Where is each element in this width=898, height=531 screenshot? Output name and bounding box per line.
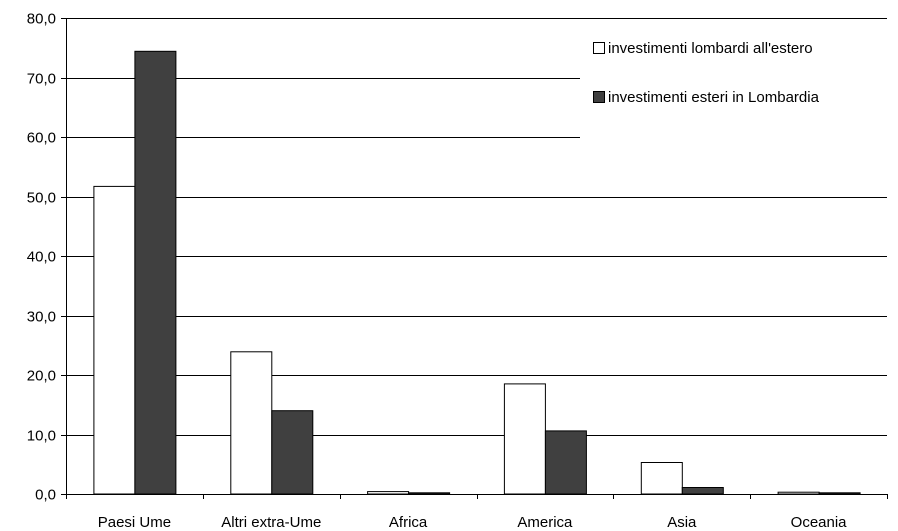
y-tick-label: 60,0 bbox=[27, 130, 56, 147]
legend-swatch bbox=[593, 42, 605, 54]
legend-background bbox=[580, 30, 887, 138]
bars bbox=[93, 50, 861, 495]
x-tick-label: Africa bbox=[389, 514, 428, 531]
gridlines bbox=[66, 18, 887, 436]
x-tick-label: Asia bbox=[667, 514, 697, 531]
bar-lombardi-estero bbox=[503, 383, 546, 495]
bar-lombardi-estero bbox=[777, 491, 820, 495]
x-tick-label: America bbox=[517, 514, 573, 531]
bar-lombardi-estero bbox=[367, 491, 410, 495]
bar-esteri-lombardia bbox=[271, 410, 314, 495]
bar-lombardi-estero bbox=[230, 351, 273, 495]
bar-esteri-lombardia bbox=[544, 430, 587, 495]
bar-esteri-lombardia bbox=[134, 50, 177, 495]
axes bbox=[61, 18, 888, 499]
y-tick-label: 40,0 bbox=[27, 249, 56, 266]
bar-esteri-lombardia bbox=[681, 487, 724, 495]
bar-esteri-lombardia bbox=[818, 492, 861, 495]
legend-label: investimenti esteri in Lombardia bbox=[608, 89, 820, 106]
x-tick-label: Paesi Ume bbox=[98, 514, 171, 531]
x-tick-label: Altri extra-Ume bbox=[221, 514, 321, 531]
bar-lombardi-estero bbox=[93, 185, 136, 495]
y-tick-label: 80,0 bbox=[27, 11, 56, 28]
bar-lombardi-estero bbox=[640, 462, 683, 495]
y-tick-label: 70,0 bbox=[27, 71, 56, 88]
legend-swatch bbox=[593, 91, 605, 103]
y-tick-label: 0,0 bbox=[35, 487, 56, 504]
tick-labels: 0,0 10,0 20,0 30,0 40,0 50,0 60,0 70,0 80,0 Paesi… bbox=[27, 11, 847, 531]
x-tick-label: Oceania bbox=[791, 514, 848, 531]
y-tick-label: 20,0 bbox=[27, 368, 56, 385]
y-tick-label: 10,0 bbox=[27, 428, 56, 445]
y-tick-label: 30,0 bbox=[27, 309, 56, 326]
legend-label: investimenti lombardi all'estero bbox=[608, 40, 813, 57]
y-tick-label: 50,0 bbox=[27, 190, 56, 207]
legend: investimenti lombardi all'estero investim… bbox=[580, 30, 887, 138]
bar-esteri-lombardia bbox=[408, 492, 451, 495]
